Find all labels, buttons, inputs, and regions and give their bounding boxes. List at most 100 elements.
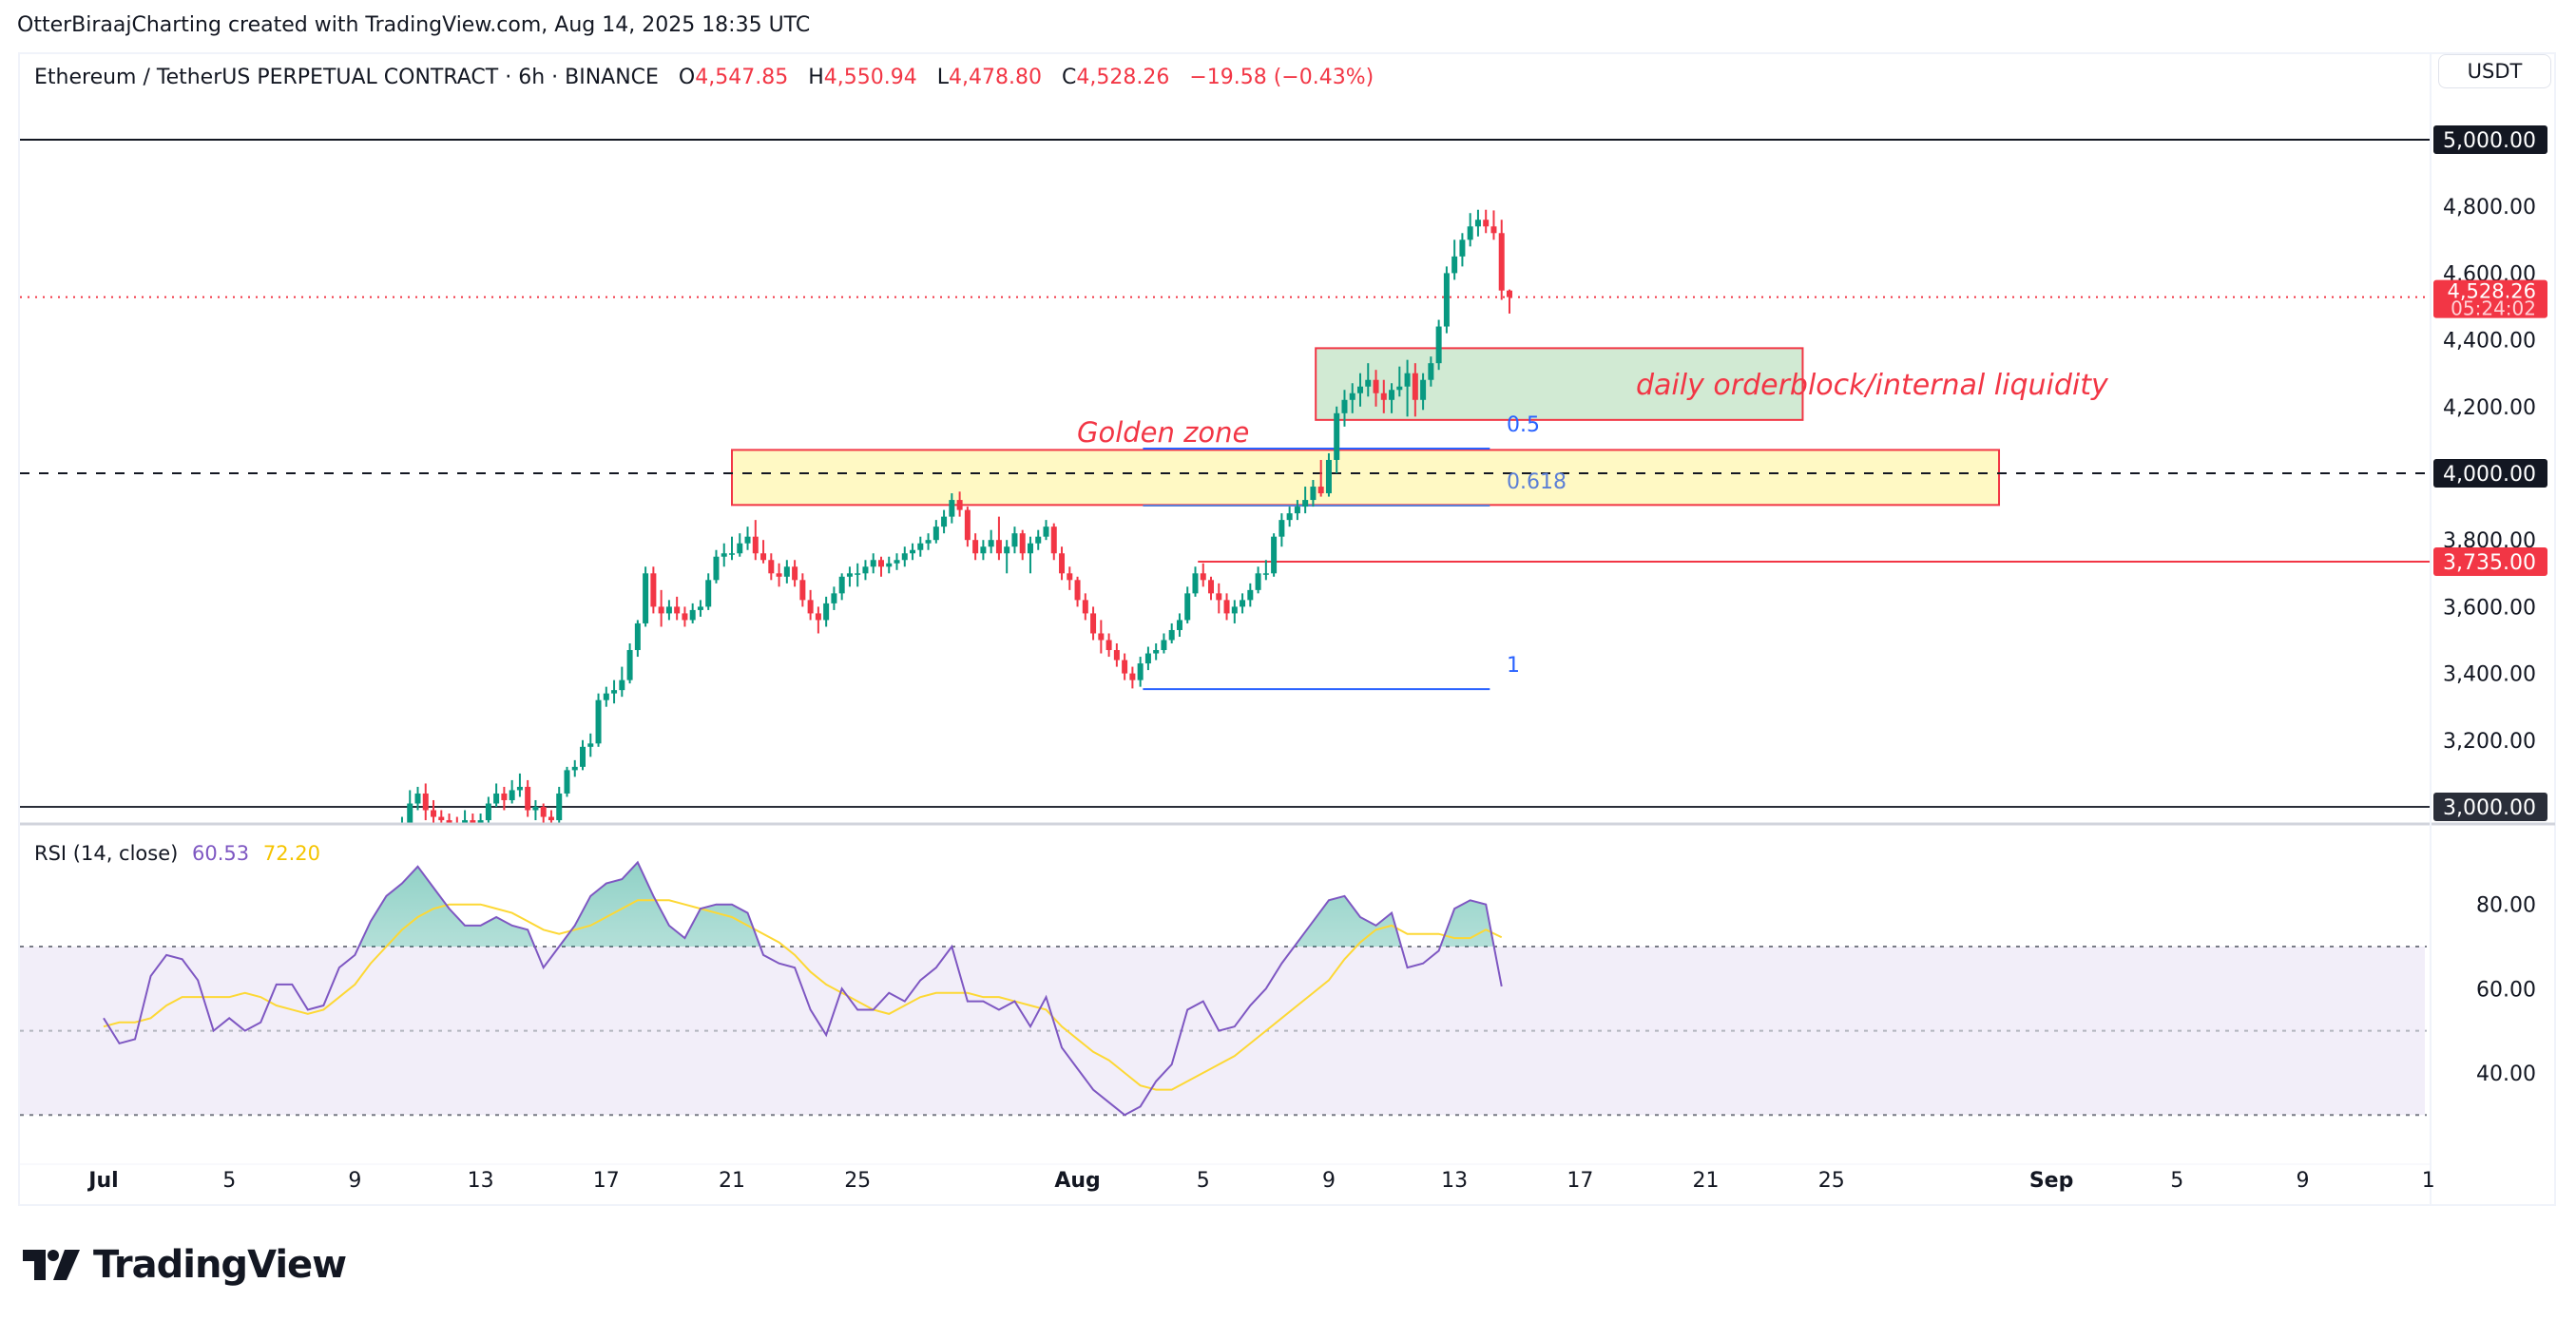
candle[interactable] [477, 814, 484, 833]
candle[interactable] [383, 877, 389, 894]
candle[interactable] [705, 573, 712, 610]
candle[interactable] [1474, 209, 1481, 237]
candle[interactable] [1459, 233, 1466, 267]
candle[interactable] [910, 543, 916, 561]
candle[interactable] [1176, 613, 1182, 637]
candle[interactable] [1208, 576, 1215, 601]
candle[interactable] [689, 603, 696, 623]
candle[interactable] [815, 606, 821, 634]
rsi-title[interactable]: RSI (14, close) [34, 842, 179, 865]
candle[interactable] [1011, 526, 1018, 554]
candle[interactable] [925, 533, 932, 550]
orderblock-zone-box[interactable] [1315, 347, 1804, 421]
candle[interactable] [721, 543, 727, 567]
candle[interactable] [470, 814, 476, 837]
candle[interactable] [886, 556, 893, 574]
candle[interactable] [603, 686, 609, 707]
candle[interactable] [768, 553, 775, 581]
candle[interactable] [1443, 266, 1450, 334]
candle[interactable] [1380, 379, 1387, 413]
candle[interactable] [988, 529, 994, 554]
candle[interactable] [855, 563, 861, 587]
candle[interactable] [877, 556, 884, 577]
candle[interactable] [509, 779, 515, 804]
candle[interactable] [634, 620, 641, 658]
candle[interactable] [846, 566, 853, 587]
candle[interactable] [807, 589, 814, 621]
orderblock-label[interactable]: daily orderblock/internal liquidity [1636, 369, 2108, 402]
rsi-line[interactable] [103, 860, 1503, 1117]
candle[interactable] [548, 810, 554, 831]
candle[interactable] [595, 693, 602, 747]
candle[interactable] [1184, 586, 1191, 623]
candle[interactable] [1325, 452, 1332, 497]
candle[interactable] [1090, 606, 1097, 641]
rsi-axis[interactable]: 80.00 60.00 40.00 [2476, 894, 2536, 1086]
candle[interactable] [485, 796, 491, 823]
candle[interactable] [446, 814, 452, 833]
candle[interactable] [760, 540, 767, 564]
price-axis[interactable]: 4,800.004,600.004,400.004,200.003,800.00… [2433, 125, 2547, 821]
candle[interactable] [1490, 210, 1497, 240]
candle[interactable] [831, 586, 837, 610]
candle[interactable] [1467, 213, 1473, 247]
rsi-ma-line[interactable] [103, 899, 1503, 1091]
candle[interactable] [682, 606, 688, 627]
candle[interactable] [941, 509, 948, 534]
candle[interactable] [454, 816, 460, 834]
candle[interactable] [1341, 390, 1348, 427]
candle[interactable] [1050, 523, 1057, 561]
candle[interactable] [783, 560, 790, 584]
candle[interactable] [1105, 633, 1112, 658]
candle[interactable] [917, 536, 924, 557]
candle[interactable] [564, 766, 570, 797]
candle[interactable] [862, 560, 869, 581]
candle[interactable] [674, 596, 681, 621]
candle[interactable] [422, 783, 429, 821]
candle[interactable] [1255, 566, 1261, 594]
candle[interactable] [870, 553, 876, 574]
candle[interactable] [1349, 383, 1355, 413]
candle[interactable] [1082, 593, 1088, 621]
time-axis[interactable]: Jul 5 9 13 17 21 25 Aug 5 9 13 17 21 25 Sep 5 9 1 [87, 1169, 2434, 1193]
candle[interactable] [980, 540, 987, 561]
candle[interactable] [1129, 666, 1136, 689]
candle[interactable] [1294, 500, 1300, 521]
candle[interactable] [493, 783, 500, 807]
tradingview-logo[interactable]: TradingView [23, 1243, 347, 1287]
candle[interactable] [995, 516, 1002, 561]
candle[interactable] [1168, 622, 1175, 644]
candle[interactable] [1223, 593, 1230, 621]
candle[interactable] [580, 739, 586, 771]
candle[interactable] [665, 600, 672, 621]
candle[interactable] [1247, 583, 1254, 607]
candle[interactable] [1262, 560, 1269, 581]
currency-button[interactable]: USDT [2438, 54, 2551, 88]
candle[interactable] [1144, 646, 1151, 671]
candle[interactable] [571, 759, 578, 777]
candle[interactable] [1373, 370, 1379, 407]
candle[interactable] [1122, 653, 1128, 680]
candle[interactable] [972, 533, 979, 561]
candle[interactable] [1278, 513, 1285, 547]
candle[interactable] [1334, 406, 1340, 473]
candle[interactable] [729, 536, 735, 561]
candle[interactable] [964, 507, 971, 547]
candle[interactable] [823, 596, 830, 627]
candle[interactable] [1240, 593, 1246, 614]
price-pane[interactable] [20, 139, 2431, 894]
candle[interactable] [462, 810, 469, 831]
candle[interactable] [414, 786, 421, 811]
candle[interactable] [1098, 620, 1105, 654]
candle[interactable] [799, 573, 806, 607]
candle[interactable] [1420, 373, 1427, 411]
candle[interactable] [619, 666, 625, 698]
candle[interactable] [1498, 220, 1505, 300]
candle[interactable] [1074, 576, 1081, 607]
candle[interactable] [1192, 566, 1199, 597]
candle[interactable] [1161, 633, 1167, 654]
candle[interactable] [1451, 239, 1458, 280]
candle[interactable] [1389, 383, 1395, 413]
candle[interactable] [1027, 536, 1033, 574]
